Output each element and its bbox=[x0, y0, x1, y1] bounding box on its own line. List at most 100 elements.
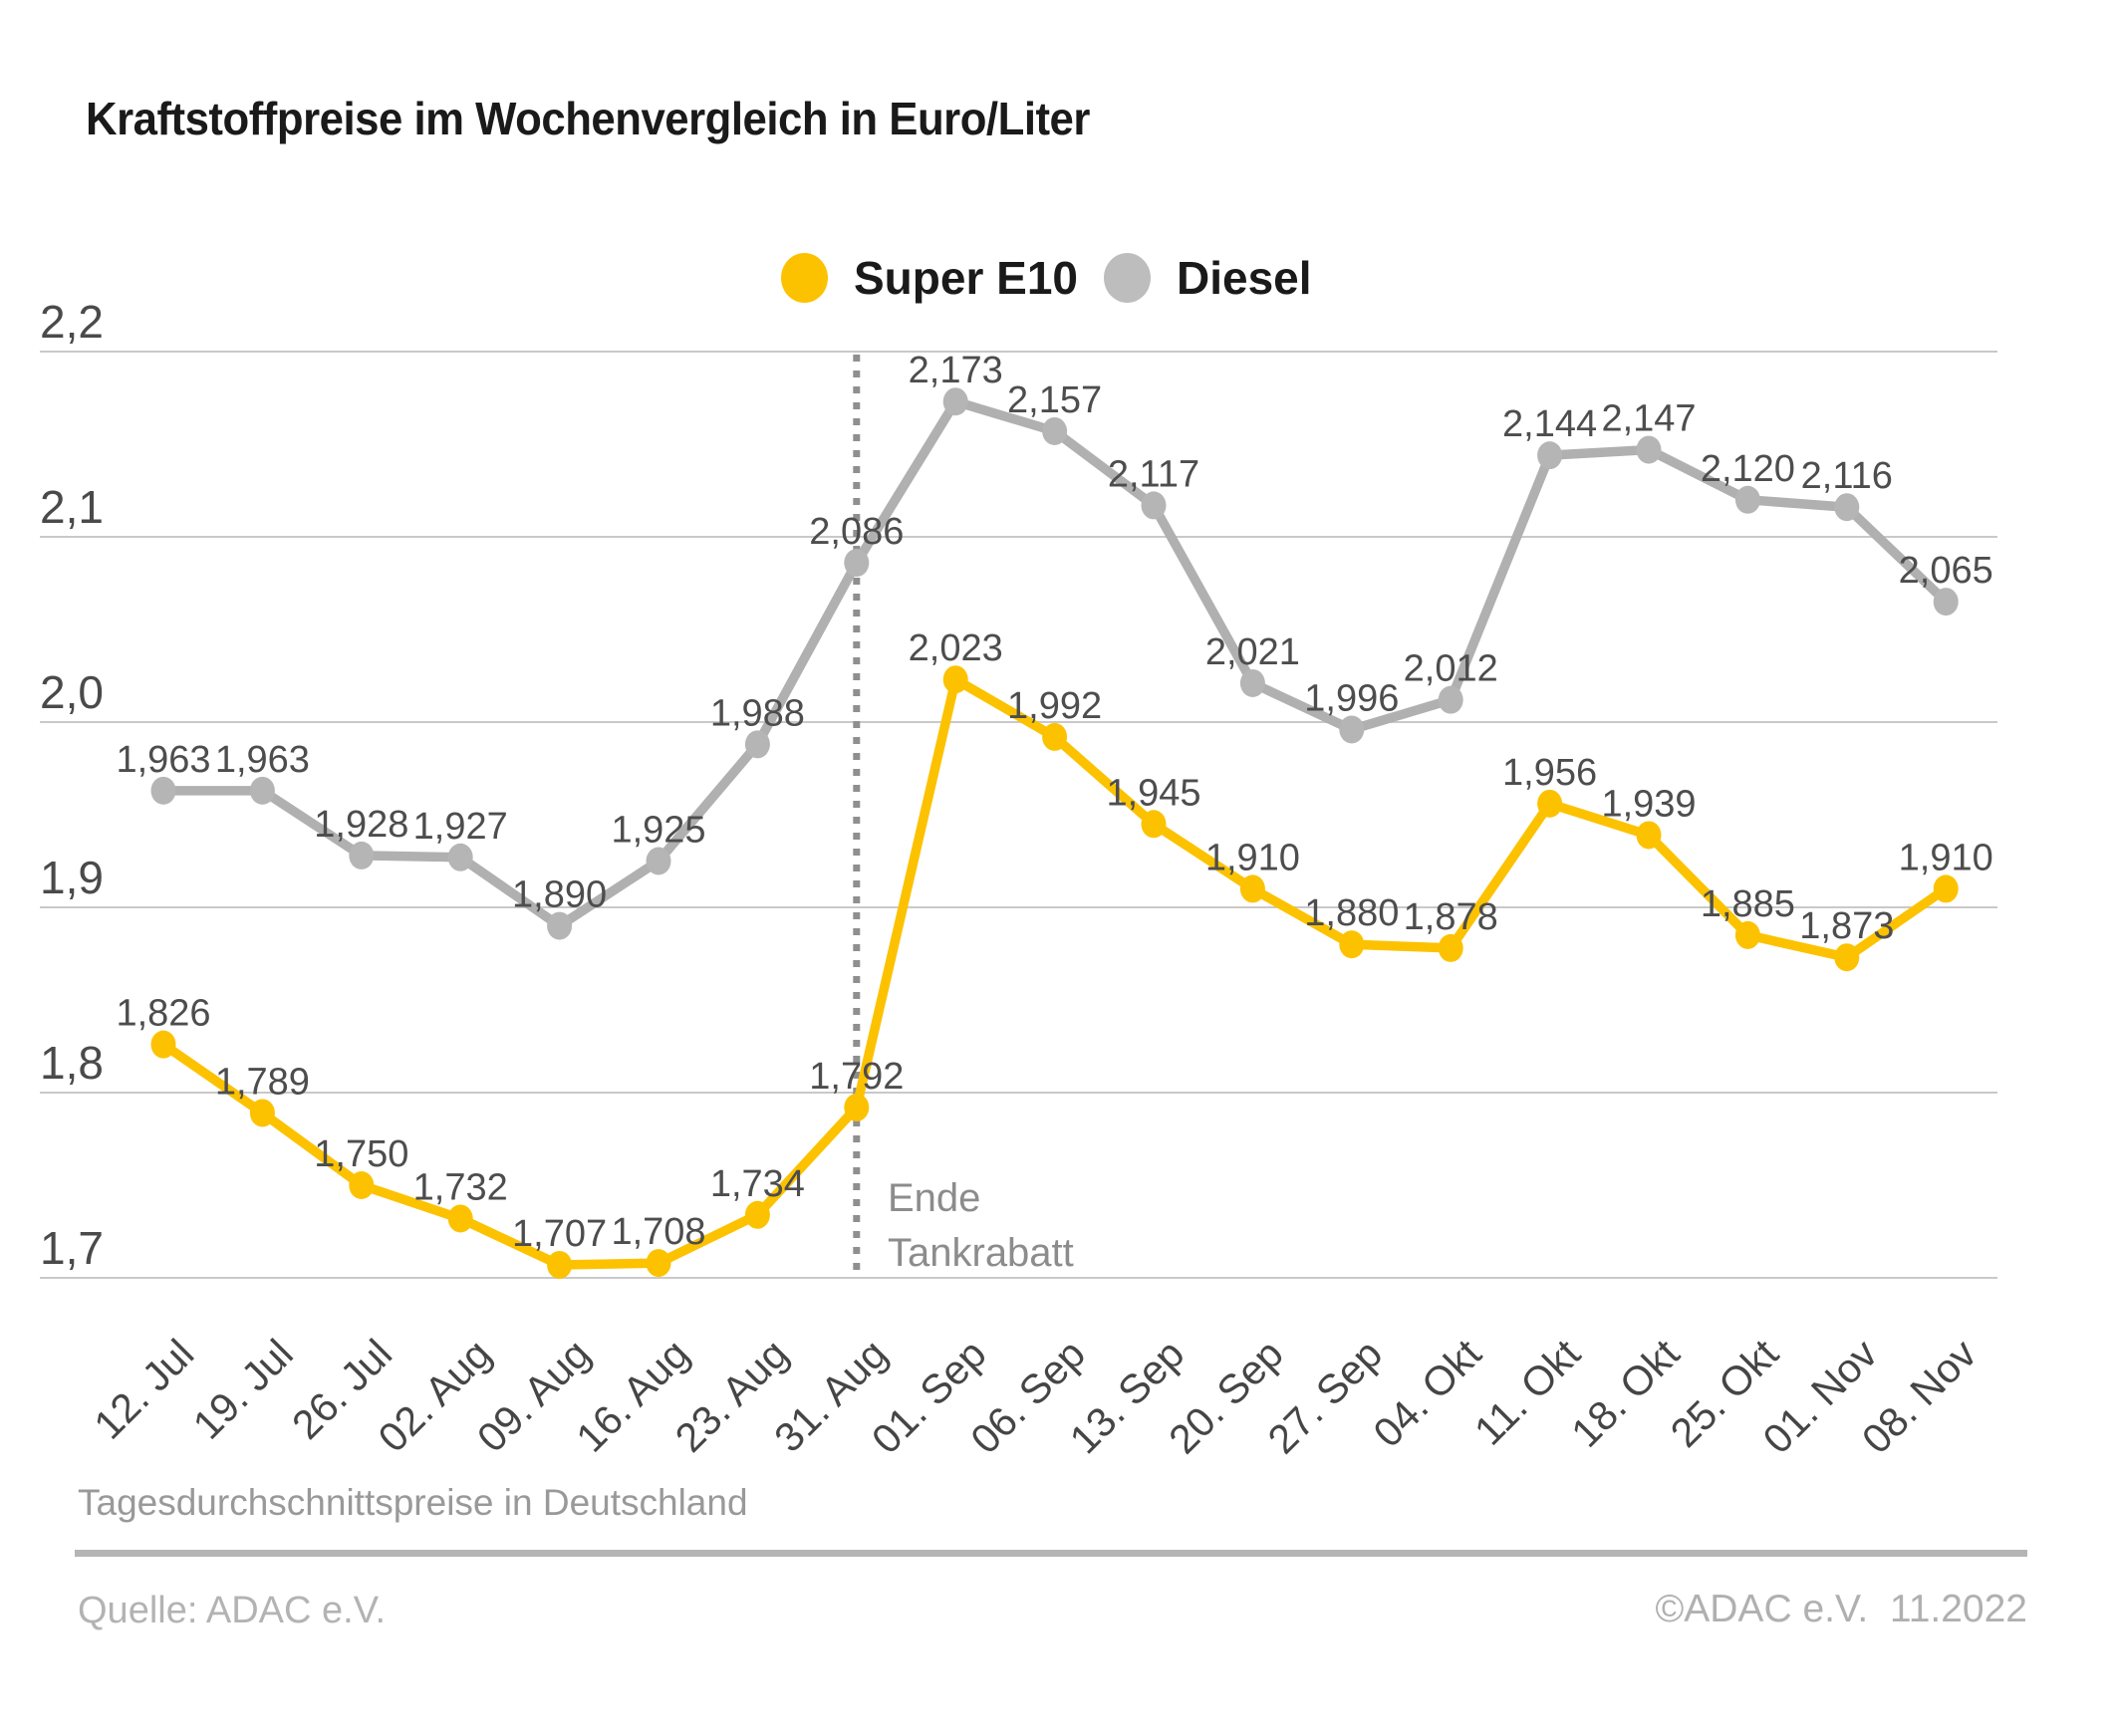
chart-footnote: Tagesdurchschnittspreise in Deutschland bbox=[78, 1482, 748, 1523]
data-point-label: 1,878 bbox=[1404, 896, 1498, 938]
data-point-label: 1,910 bbox=[1205, 837, 1300, 878]
data-point-label: 1,750 bbox=[314, 1133, 408, 1175]
data-point-diesel bbox=[1339, 715, 1365, 744]
data-point-label: 1,956 bbox=[1502, 752, 1597, 794]
data-point-label: 1,996 bbox=[1304, 677, 1399, 719]
data-point-super-e10 bbox=[447, 1204, 473, 1233]
legend-item-super-e10: Super E10 bbox=[781, 251, 1078, 305]
data-point-label: 2,086 bbox=[809, 511, 904, 553]
data-point-label: 1,928 bbox=[314, 804, 408, 846]
legend-dot-super-e10-icon bbox=[781, 253, 828, 303]
data-point-diesel bbox=[744, 730, 770, 759]
data-point-diesel bbox=[1438, 685, 1463, 714]
x-axis-tick-label: 19. Jul bbox=[184, 1331, 302, 1448]
data-point-label: 1,873 bbox=[1799, 905, 1894, 947]
data-point-label: 1,890 bbox=[512, 874, 607, 916]
data-point-diesel bbox=[1933, 588, 1959, 617]
source-credit: Quelle: ADAC e.V. bbox=[78, 1590, 387, 1631]
data-point-label: 1,992 bbox=[1007, 685, 1102, 727]
vline-annotation-line2: Tankrabatt bbox=[888, 1231, 1074, 1275]
data-point-label: 1,789 bbox=[215, 1061, 310, 1103]
data-point-super-e10 bbox=[942, 665, 968, 694]
data-point-super-e10 bbox=[1042, 722, 1068, 751]
data-point-label: 1,963 bbox=[215, 739, 310, 781]
data-point-super-e10 bbox=[646, 1249, 671, 1278]
legend-item-diesel: Diesel bbox=[1104, 251, 1312, 305]
data-point-label: 1,925 bbox=[611, 810, 705, 852]
footer-divider bbox=[75, 1550, 2027, 1557]
data-point-label: 1,885 bbox=[1701, 883, 1795, 925]
data-point-diesel bbox=[1636, 435, 1662, 464]
chart-legend: Super E10 Diesel bbox=[781, 251, 1312, 305]
x-axis-tick-label: 18. Okt bbox=[1562, 1330, 1688, 1455]
data-point-diesel bbox=[249, 776, 275, 805]
data-point-diesel bbox=[1042, 416, 1068, 445]
data-point-diesel bbox=[150, 776, 176, 805]
data-point-label: 1,826 bbox=[116, 993, 210, 1035]
copyright-note: ©ADAC e.V. 11.2022 bbox=[1655, 1588, 2027, 1630]
data-point-label: 1,988 bbox=[710, 692, 805, 734]
y-axis-tick-label: 1,8 bbox=[40, 1037, 104, 1089]
data-point-label: 1,732 bbox=[413, 1166, 508, 1208]
x-axis-tick-label: 04. Okt bbox=[1365, 1330, 1490, 1455]
data-point-super-e10 bbox=[1141, 810, 1167, 839]
data-point-diesel bbox=[1141, 491, 1167, 520]
data-point-label: 2,144 bbox=[1502, 403, 1597, 445]
data-point-label: 1,927 bbox=[413, 806, 508, 848]
data-point-label: 2,173 bbox=[909, 350, 1003, 391]
data-point-diesel bbox=[942, 387, 968, 416]
vline-annotation-line1: Ende bbox=[888, 1176, 981, 1220]
y-axis-tick-label: 2,2 bbox=[40, 296, 104, 348]
data-point-super-e10 bbox=[150, 1030, 176, 1059]
data-point-diesel bbox=[1734, 485, 1760, 514]
legend-label-diesel: Diesel bbox=[1177, 252, 1312, 304]
data-point-super-e10 bbox=[1933, 874, 1959, 903]
data-point-label: 1,734 bbox=[710, 1163, 805, 1205]
data-point-label: 1,707 bbox=[512, 1213, 607, 1255]
y-axis-tick-label: 1,7 bbox=[40, 1222, 104, 1274]
data-point-label: 1,939 bbox=[1601, 783, 1696, 825]
data-point-super-e10 bbox=[349, 1171, 375, 1199]
data-point-label: 2,065 bbox=[1899, 550, 1993, 592]
data-point-label: 2,012 bbox=[1404, 648, 1498, 690]
data-point-label: 2,120 bbox=[1701, 448, 1795, 490]
data-point-label: 2,147 bbox=[1601, 398, 1696, 440]
data-point-super-e10 bbox=[249, 1099, 275, 1127]
x-axis-tick-label: 11. Okt bbox=[1465, 1330, 1589, 1453]
data-point-super-e10 bbox=[547, 1250, 573, 1279]
data-point-super-e10 bbox=[1834, 943, 1860, 972]
data-point-super-e10 bbox=[744, 1200, 770, 1229]
data-point-diesel bbox=[1834, 493, 1860, 522]
data-point-label: 1,963 bbox=[116, 739, 210, 781]
data-point-label: 2,023 bbox=[909, 627, 1003, 669]
data-point-super-e10 bbox=[1636, 821, 1662, 850]
legend-label-super-e10: Super E10 bbox=[854, 252, 1078, 304]
data-point-label: 2,117 bbox=[1108, 453, 1199, 495]
data-point-label: 1,945 bbox=[1106, 772, 1200, 814]
data-point-diesel bbox=[646, 847, 671, 875]
data-point-label: 2,157 bbox=[1007, 379, 1102, 421]
data-point-super-e10 bbox=[844, 1093, 870, 1121]
data-point-diesel bbox=[1537, 441, 1563, 470]
data-point-label: 1,792 bbox=[809, 1056, 904, 1098]
data-point-label: 1,708 bbox=[611, 1211, 705, 1253]
data-point-label: 2,021 bbox=[1205, 631, 1300, 673]
data-point-diesel bbox=[1239, 668, 1265, 697]
data-point-diesel bbox=[844, 549, 870, 578]
y-axis-tick-label: 2,1 bbox=[40, 481, 104, 533]
data-point-diesel bbox=[447, 843, 473, 871]
page-title: Kraftstoffpreise im Wochenvergleich in E… bbox=[86, 93, 1090, 144]
y-axis-tick-label: 1,9 bbox=[40, 852, 104, 903]
data-point-diesel bbox=[349, 841, 375, 869]
data-point-label: 2,116 bbox=[1801, 455, 1893, 497]
data-point-label: 1,880 bbox=[1304, 892, 1399, 934]
y-axis-tick-label: 2,0 bbox=[40, 666, 104, 718]
data-point-super-e10 bbox=[1339, 930, 1365, 959]
data-point-super-e10 bbox=[1239, 874, 1265, 903]
x-axis-tick-label: 12. Jul bbox=[85, 1331, 202, 1448]
legend-dot-diesel-icon bbox=[1104, 253, 1151, 303]
data-point-label: 1,910 bbox=[1899, 837, 1993, 878]
data-point-super-e10 bbox=[1734, 920, 1760, 949]
